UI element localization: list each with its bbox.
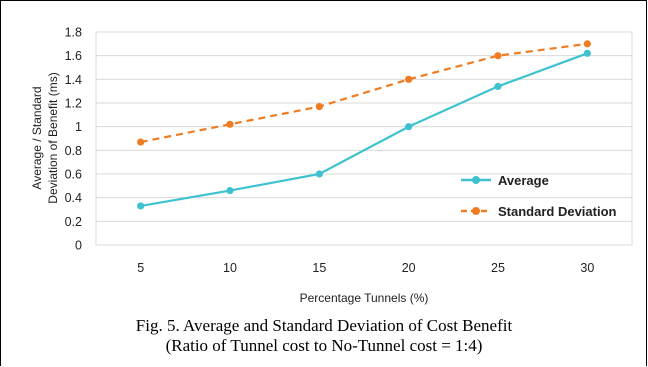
data-point-std-dev-15 — [315, 102, 323, 111]
data-point-average-15 — [315, 170, 323, 178]
series-line-std-dev — [140, 42, 588, 144]
x-tick-labels: 5 10 15 20 25 30 — [137, 261, 594, 275]
x-tick-label: 20 — [402, 261, 416, 275]
data-point-average-25 — [494, 82, 502, 91]
data-point-average-30 — [583, 49, 591, 57]
series-line-average — [140, 52, 588, 208]
data-point-std-dev-25 — [494, 52, 502, 60]
x-tick-label: 10 — [223, 261, 237, 275]
y-tick-label: 1 — [75, 120, 82, 134]
x-tick-label: 15 — [312, 261, 326, 275]
y-axis-label: Average / Standard Deviation of Benefit … — [30, 72, 60, 203]
y-tick-label: 1.8 — [65, 26, 82, 40]
data-point-std-dev-10 — [226, 120, 234, 128]
data-point-std-dev-30 — [583, 40, 591, 48]
series-group — [137, 40, 591, 210]
x-tick-label: 25 — [491, 261, 505, 275]
y-axis-label-line-2: Deviation of Benefit (ms) — [46, 72, 60, 203]
y-tick-labels: 0 0.2 0.4 0.6 0.8 1 1.2 1.4 1.6 1.8 — [65, 26, 82, 253]
legend-marker-average — [472, 176, 480, 184]
data-point-average-5 — [137, 202, 145, 210]
x-tick-label: 30 — [580, 261, 594, 275]
legend-label-average: Average — [498, 173, 549, 188]
y-tick-label: 0.6 — [65, 168, 82, 182]
data-point-average-10 — [226, 186, 234, 195]
caption-line-1: Fig. 5. Average and Standard Deviation o… — [135, 316, 513, 335]
y-tick-label: 1.6 — [65, 49, 82, 63]
caption-line-2: (Ratio of Tunnel cost to No-Tunnel cost … — [165, 336, 483, 355]
data-point-std-dev-5 — [137, 138, 145, 146]
y-tick-label: 0 — [75, 239, 82, 253]
data-point-std-dev-20 — [405, 75, 413, 83]
y-tick-label: 1.2 — [65, 97, 82, 111]
y-tick-label: 0.2 — [65, 215, 82, 229]
line-chart: 0 0.2 0.4 0.6 0.8 1 1.2 1.4 1.6 1.8 5 10 15 20 25 30 P… — [30, 26, 633, 305]
legend: Average Standard Deviation — [461, 173, 617, 219]
x-axis-label: Percentage Tunnels (%) — [300, 291, 429, 305]
y-tick-label: 1.4 — [65, 73, 82, 87]
y-axis-label-line-1: Average / Standard — [30, 86, 44, 189]
y-tick-label: 0.8 — [65, 144, 82, 158]
legend-label-std-dev: Standard Deviation — [498, 204, 617, 219]
legend-marker-std-dev — [472, 207, 480, 215]
y-tick-label: 0.4 — [65, 191, 82, 205]
x-tick-label: 5 — [137, 261, 144, 275]
data-point-average-20 — [405, 123, 413, 131]
figure-caption: Fig. 5. Average and Standard Deviation o… — [0, 316, 648, 356]
